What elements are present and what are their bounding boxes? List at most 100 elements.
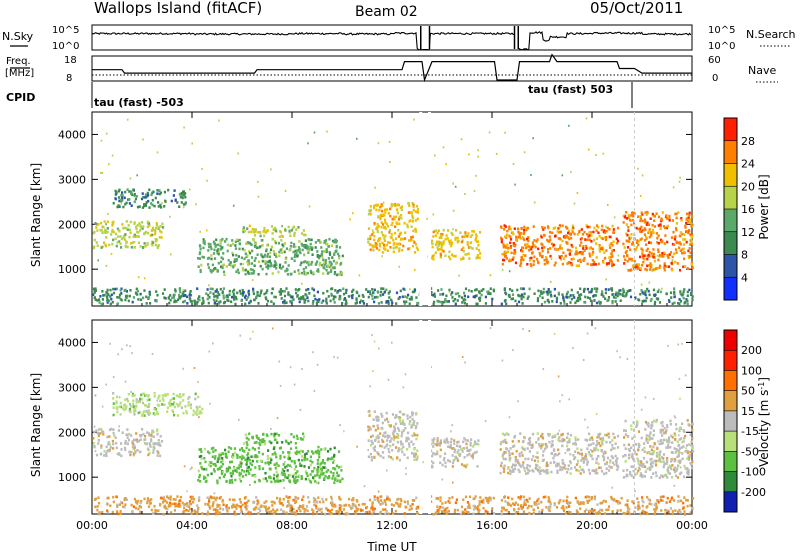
echo-cell — [125, 405, 128, 408]
echo-cell — [402, 445, 405, 449]
echo-cell — [304, 272, 307, 275]
echo-cell — [397, 416, 400, 419]
echo-cell — [538, 442, 541, 446]
echo-cell — [625, 223, 628, 226]
echo-cell — [545, 464, 548, 468]
echo-cell — [157, 244, 160, 247]
echo-cell — [475, 247, 478, 250]
echo-cell — [467, 232, 470, 235]
echo-cell — [607, 432, 610, 436]
echo-cell — [644, 420, 648, 424]
echo-cell — [564, 467, 567, 470]
echo-cell — [211, 287, 214, 291]
echo-cell — [340, 469, 343, 472]
echo-cell — [404, 231, 407, 234]
echo-cell — [108, 449, 111, 453]
echo-cell — [604, 288, 607, 291]
echo-cell — [459, 453, 462, 456]
echo-cell — [388, 241, 391, 244]
echo-cell — [509, 472, 512, 476]
echo-cell — [213, 470, 216, 473]
echo-cell — [403, 413, 406, 416]
echo-cell — [130, 246, 133, 249]
echo-cell — [325, 242, 328, 246]
echo-cell — [623, 246, 626, 249]
echo-cell — [173, 405, 176, 409]
echo-cell — [245, 463, 248, 466]
echo-cell — [629, 236, 633, 240]
echo-cell — [437, 244, 441, 247]
echo-cell — [227, 467, 230, 471]
echo-cell — [126, 188, 129, 191]
echo-cell — [624, 460, 627, 463]
echo-cell — [677, 211, 680, 214]
echo-cell — [614, 442, 617, 445]
echo-cell — [146, 191, 149, 195]
echo-cell — [331, 457, 334, 460]
echo-cell — [655, 474, 658, 478]
echo-cell — [269, 261, 272, 265]
echo-cell — [682, 247, 685, 251]
echo-cell — [576, 291, 579, 294]
echo-cell — [315, 301, 318, 305]
echo-cell — [519, 432, 522, 435]
echo-cell — [405, 300, 408, 304]
echo-cell — [396, 502, 399, 505]
echo-cell — [578, 465, 581, 469]
echo-cell — [233, 258, 236, 261]
echo-cell — [249, 251, 252, 255]
echo-cell — [324, 258, 327, 262]
echo-cell — [560, 433, 563, 437]
echo-cell — [508, 459, 511, 462]
echo-cell — [388, 231, 391, 234]
echo-cell — [387, 292, 390, 295]
echo-cell — [309, 463, 312, 467]
echo-cell — [587, 444, 590, 447]
echo-cell — [513, 436, 516, 439]
echo-cell — [679, 290, 682, 293]
echo-cell — [143, 232, 146, 236]
echo-cell — [644, 220, 647, 223]
echo-cell — [379, 294, 382, 297]
echo-cell — [182, 300, 185, 304]
echo-cell — [135, 432, 138, 435]
echo-cell — [131, 440, 134, 443]
echo-cell — [338, 256, 341, 260]
echo-cell — [241, 455, 244, 458]
echo-cell — [500, 226, 503, 229]
echo-cell — [369, 248, 372, 251]
echo-cell — [174, 289, 177, 293]
echo-cell — [600, 449, 603, 453]
echo-cell — [377, 427, 380, 430]
echo-cell — [594, 294, 597, 297]
echo-cell — [124, 202, 127, 206]
echo-cell — [606, 263, 609, 267]
echo-cell — [651, 228, 655, 232]
echo-cell — [332, 298, 335, 301]
echo-cell — [93, 289, 96, 293]
echo-cell — [266, 457, 269, 461]
echo-cell — [215, 243, 218, 247]
echo-cell — [507, 433, 510, 436]
echo-cell — [408, 298, 411, 301]
echo-cell — [271, 232, 274, 235]
echo-cell — [287, 496, 290, 500]
echo-cell — [123, 408, 126, 412]
echo-cell — [682, 445, 685, 448]
echo-cell — [289, 234, 292, 238]
echo-cell — [322, 291, 325, 295]
echo-cell — [329, 457, 332, 461]
echo-cell — [455, 229, 458, 232]
echo-cell — [685, 218, 688, 221]
echo-cell — [681, 251, 684, 255]
echo-cell — [98, 301, 101, 304]
echo-cell — [252, 230, 255, 234]
echo-cell — [333, 301, 336, 304]
echo-cell — [157, 226, 160, 229]
echo-cell — [386, 436, 390, 439]
noise-cell — [126, 118, 129, 121]
echo-cell — [367, 410, 370, 413]
echo-cell — [660, 509, 663, 512]
echo-cell — [308, 292, 311, 295]
